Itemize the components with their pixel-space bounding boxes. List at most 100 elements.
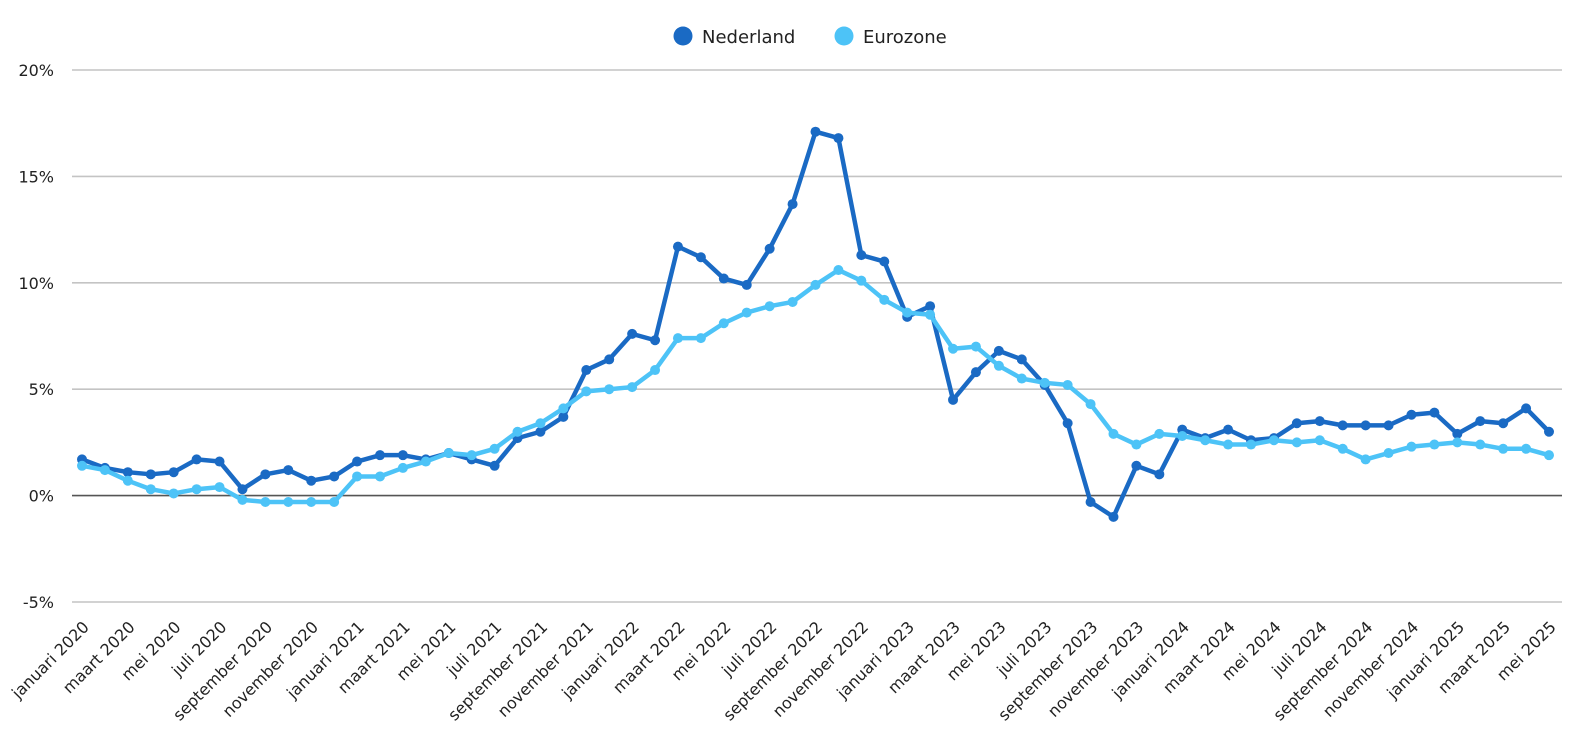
data-point-eurozone <box>672 333 683 344</box>
y-tick-label: 5% <box>29 380 54 399</box>
data-point-nederland <box>237 484 248 495</box>
data-point-nederland <box>925 301 936 312</box>
data-point-eurozone <box>1108 428 1119 439</box>
data-point-nederland <box>948 394 959 405</box>
data-point-nederland <box>260 469 271 480</box>
data-point-nederland <box>1223 424 1234 435</box>
data-point-eurozone <box>420 456 431 467</box>
data-point-eurozone <box>558 403 569 414</box>
data-point-nederland <box>764 243 775 254</box>
data-point-eurozone <box>1246 439 1257 450</box>
data-point-eurozone <box>489 443 500 454</box>
data-point-eurozone <box>925 309 936 320</box>
data-point-eurozone <box>99 465 110 476</box>
data-point-eurozone <box>856 275 867 286</box>
data-point-eurozone <box>1452 437 1463 448</box>
data-point-eurozone <box>1521 443 1532 454</box>
x-tick-label: januari 2020 <box>7 617 93 703</box>
data-point-eurozone <box>1337 443 1348 454</box>
legend: Nederland Eurozone <box>673 26 947 48</box>
data-point-eurozone <box>466 450 477 461</box>
data-point-nederland <box>352 456 363 467</box>
data-point-eurozone <box>1016 373 1027 384</box>
data-point-eurozone <box>1177 431 1188 442</box>
data-point-eurozone <box>1314 435 1325 446</box>
data-point-eurozone <box>1062 379 1073 390</box>
data-point-nederland <box>695 252 706 263</box>
y-tick-label: 10% <box>18 274 54 293</box>
data-point-eurozone <box>627 382 638 393</box>
data-point-nederland <box>1475 416 1486 427</box>
data-point-nederland <box>191 454 202 465</box>
data-point-nederland <box>145 469 156 480</box>
data-point-eurozone <box>604 384 615 395</box>
series-nederland <box>77 126 1554 522</box>
data-point-eurozone <box>1475 439 1486 450</box>
data-point-eurozone <box>260 496 271 507</box>
data-point-eurozone <box>787 296 798 307</box>
y-tick-label: 20% <box>18 61 54 80</box>
data-point-nederland <box>993 345 1004 356</box>
data-point-nederland <box>672 241 683 252</box>
data-point-nederland <box>214 456 225 467</box>
data-point-eurozone <box>374 471 385 482</box>
data-point-eurozone <box>191 484 202 495</box>
data-point-nederland <box>329 471 340 482</box>
series-eurozone <box>77 265 1554 507</box>
data-point-eurozone <box>214 482 225 493</box>
data-point-nederland <box>650 335 661 346</box>
data-point-nederland <box>1131 460 1142 471</box>
data-point-eurozone <box>1200 435 1211 446</box>
y-axis-ticks: -5% 0% 5% 10% 15% 20% <box>18 61 54 612</box>
data-point-nederland <box>306 475 317 486</box>
data-point-nederland <box>1291 418 1302 429</box>
data-point-nederland <box>1016 354 1027 365</box>
data-point-nederland <box>558 411 569 422</box>
data-point-eurozone <box>1360 454 1371 465</box>
data-point-nederland <box>810 126 821 137</box>
grid-lines <box>72 69 1562 603</box>
data-point-nederland <box>1062 418 1073 429</box>
data-point-nederland <box>879 256 890 267</box>
data-point-eurozone <box>718 318 729 329</box>
data-point-nederland <box>535 426 546 437</box>
data-point-nederland <box>374 450 385 461</box>
data-point-eurozone <box>1498 443 1509 454</box>
data-point-eurozone <box>306 496 317 507</box>
series-line-nederland <box>79 129 1552 520</box>
data-point-nederland <box>1108 511 1119 522</box>
data-point-eurozone <box>512 426 523 437</box>
data-point-eurozone <box>1544 450 1554 461</box>
data-point-nederland <box>1498 418 1509 429</box>
data-point-eurozone <box>650 365 661 376</box>
data-point-eurozone <box>1383 448 1394 459</box>
data-point-nederland <box>604 354 615 365</box>
data-point-nederland <box>1314 416 1325 427</box>
y-tick-label: 0% <box>29 487 54 506</box>
data-point-eurozone <box>948 343 959 354</box>
data-point-eurozone <box>1223 439 1234 450</box>
data-point-eurozone <box>145 484 156 495</box>
data-point-eurozone <box>1268 435 1279 446</box>
data-point-eurozone <box>535 418 546 429</box>
data-point-eurozone <box>1131 439 1142 450</box>
data-point-eurozone <box>283 496 294 507</box>
data-point-nederland <box>168 467 179 478</box>
y-tick-label: 15% <box>18 167 54 186</box>
data-point-nederland <box>1544 426 1554 437</box>
data-point-nederland <box>1429 407 1440 418</box>
data-point-nederland <box>856 250 867 261</box>
data-point-nederland <box>1154 469 1165 480</box>
data-point-nederland <box>787 199 798 210</box>
data-point-eurozone <box>741 307 752 318</box>
legend-label: Nederland <box>702 27 795 48</box>
data-point-nederland <box>970 367 981 378</box>
legend-item-nederland: Nederland <box>673 26 795 48</box>
data-point-nederland <box>581 365 592 376</box>
data-point-nederland <box>1360 420 1371 431</box>
data-point-eurozone <box>237 494 248 505</box>
data-point-eurozone <box>695 333 706 344</box>
data-point-eurozone <box>993 360 1004 371</box>
